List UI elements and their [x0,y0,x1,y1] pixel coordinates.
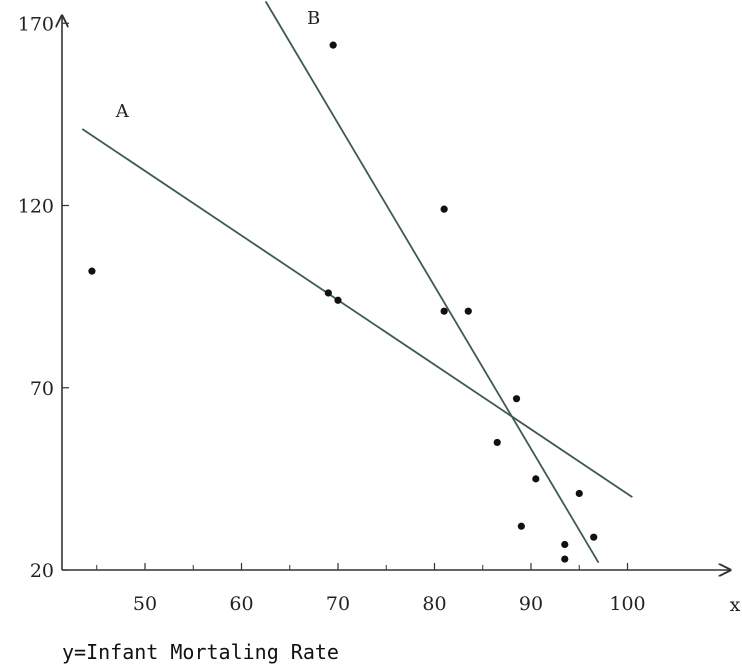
data-point [440,307,448,315]
data-point [334,296,342,304]
y-tick-label: 20 [30,560,54,582]
data-point [512,395,521,403]
x-axis-label: x [730,594,741,616]
x-tick-label: 70 [326,593,350,615]
y-tick-label: 120 [18,196,54,218]
fit-line-b [264,0,600,564]
data-point [493,438,501,447]
x-tick-label: 60 [229,593,253,615]
data-point [517,522,525,530]
data-point [329,41,337,49]
y-tick-label: 170 [18,13,54,35]
x-tick-label: 100 [609,593,645,615]
data-point [88,267,96,275]
axes [62,16,730,570]
data-points [88,41,598,563]
data-point [324,289,332,297]
data-point [561,540,569,549]
data-point [590,533,598,541]
data-point [464,307,472,315]
x-tick-label: 50 [133,593,157,615]
ticks: 50 60 70 80 90 100 20 70 120 170 [18,13,646,615]
data-point [440,205,448,213]
data-point [561,555,569,563]
data-point [575,489,583,498]
x-tick-label: 80 [422,593,446,615]
y-tick-label: 70 [30,378,54,400]
fit-line-label-a: A [115,101,130,122]
data-point [532,475,540,483]
fit-line-label-b: B [307,8,320,29]
fit-line-a [81,128,633,498]
x-tick-label: 90 [519,593,543,615]
fit-lines: AB [81,0,633,564]
chart-caption: y=Infant Mortaling Rate [62,640,339,664]
